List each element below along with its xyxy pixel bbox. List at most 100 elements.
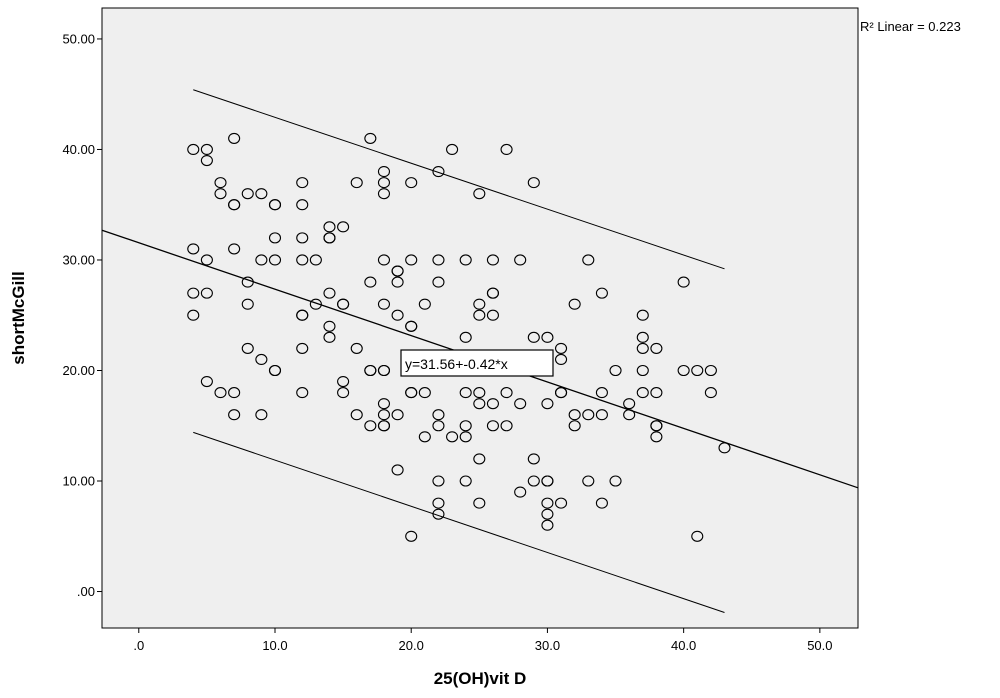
data-point bbox=[650, 431, 663, 443]
x-axis: .0 10.0 20.0 30.0 40.0 50.0 bbox=[133, 628, 833, 653]
data-point bbox=[554, 497, 568, 509]
data-point bbox=[446, 143, 459, 156]
data-point bbox=[200, 143, 213, 156]
data-point bbox=[473, 309, 486, 321]
data-point bbox=[364, 276, 377, 288]
data-point bbox=[364, 420, 377, 432]
data-point bbox=[418, 431, 431, 443]
data-point bbox=[650, 342, 663, 354]
data-point bbox=[486, 287, 499, 299]
data-point bbox=[554, 353, 568, 365]
data-point bbox=[568, 409, 581, 421]
data-point bbox=[650, 420, 663, 432]
y-axis: .00 10.00 20.00 30.00 40.00 50.00 bbox=[62, 31, 102, 599]
data-point bbox=[296, 342, 309, 354]
data-point bbox=[541, 519, 554, 531]
data-point bbox=[595, 497, 608, 509]
data-point bbox=[595, 287, 608, 299]
data-point bbox=[527, 475, 540, 487]
data-point bbox=[350, 409, 363, 421]
data-point bbox=[677, 364, 690, 377]
data-point bbox=[486, 420, 499, 432]
data-point bbox=[200, 287, 213, 299]
data-point bbox=[228, 409, 241, 421]
y-tick-label: 40.00 bbox=[62, 142, 95, 157]
data-point bbox=[268, 254, 282, 266]
data-point bbox=[473, 188, 486, 200]
data-point bbox=[432, 497, 445, 509]
data-point bbox=[704, 387, 717, 399]
data-point bbox=[255, 409, 268, 421]
data-point bbox=[228, 243, 241, 255]
data-point bbox=[623, 398, 636, 410]
data-point bbox=[405, 177, 418, 189]
data-point bbox=[364, 364, 377, 377]
data-point bbox=[473, 298, 486, 310]
lower-prediction-line bbox=[193, 431, 725, 614]
data-point bbox=[473, 387, 486, 399]
data-point bbox=[309, 254, 322, 266]
data-point bbox=[391, 265, 404, 277]
data-point bbox=[241, 298, 254, 310]
data-point bbox=[187, 287, 200, 299]
data-point bbox=[432, 254, 445, 266]
data-point bbox=[459, 331, 472, 343]
data-point bbox=[323, 287, 336, 299]
data-point bbox=[377, 188, 391, 200]
x-tick-label: .0 bbox=[133, 638, 144, 653]
data-point bbox=[582, 254, 595, 266]
data-point bbox=[187, 309, 200, 321]
data-point bbox=[582, 475, 595, 487]
data-point bbox=[514, 486, 527, 498]
data-point bbox=[691, 530, 704, 542]
y-tick-label: 20.00 bbox=[62, 363, 95, 378]
data-point bbox=[459, 254, 472, 266]
data-point bbox=[527, 453, 540, 465]
x-tick-label: 50.0 bbox=[807, 638, 832, 653]
data-point bbox=[391, 409, 404, 421]
r2-label: R² Linear = 0.223 bbox=[860, 19, 961, 34]
data-point bbox=[541, 331, 554, 343]
data-point bbox=[296, 232, 309, 244]
data-point bbox=[432, 276, 445, 288]
data-point bbox=[486, 309, 499, 321]
data-point bbox=[677, 276, 690, 288]
data-point bbox=[337, 221, 350, 233]
data-point bbox=[377, 177, 391, 189]
data-point bbox=[200, 254, 213, 266]
y-axis-title: shortMcGill bbox=[9, 271, 28, 365]
data-point bbox=[541, 475, 554, 487]
data-point bbox=[187, 143, 200, 156]
data-point bbox=[200, 375, 213, 388]
data-point bbox=[636, 309, 649, 321]
data-point bbox=[228, 387, 241, 399]
data-point bbox=[337, 387, 350, 399]
data-point bbox=[364, 132, 377, 144]
data-point bbox=[377, 166, 391, 178]
data-point bbox=[200, 154, 213, 167]
data-point bbox=[446, 431, 459, 443]
y-tick-label: .00 bbox=[77, 584, 95, 599]
data-point bbox=[377, 364, 391, 377]
data-point bbox=[214, 177, 227, 189]
data-point bbox=[228, 199, 241, 211]
data-point bbox=[514, 398, 527, 410]
data-point bbox=[418, 298, 431, 310]
y-tick-label: 50.00 bbox=[62, 31, 95, 46]
data-point bbox=[405, 320, 418, 332]
y-tick-label: 10.00 bbox=[62, 474, 95, 489]
data-point bbox=[241, 342, 254, 354]
data-point bbox=[459, 420, 472, 432]
data-point bbox=[255, 188, 268, 200]
x-tick-label: 40.0 bbox=[671, 638, 696, 653]
data-point bbox=[636, 331, 649, 343]
data-point bbox=[405, 530, 418, 542]
data-point bbox=[296, 387, 309, 399]
data-point bbox=[500, 420, 513, 432]
data-point bbox=[214, 188, 227, 200]
data-point bbox=[636, 387, 649, 399]
data-point bbox=[214, 387, 227, 399]
data-point bbox=[473, 453, 486, 465]
data-point bbox=[595, 387, 608, 399]
data-point bbox=[255, 353, 268, 365]
